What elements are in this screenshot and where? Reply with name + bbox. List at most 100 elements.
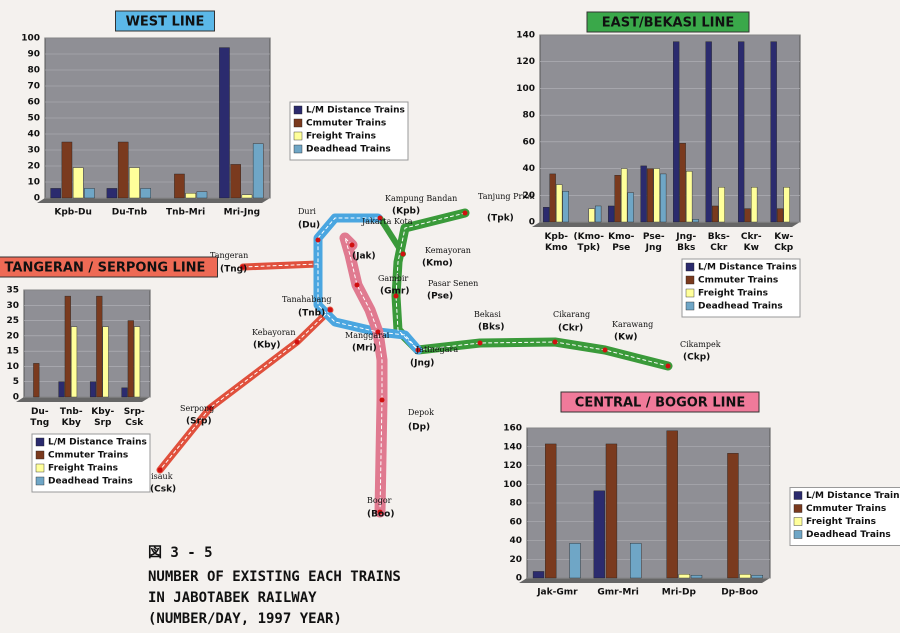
x-tick-label: (Kmo-Tpk)	[574, 232, 605, 253]
legend-swatch	[793, 530, 803, 539]
station-dot	[665, 363, 671, 369]
bar	[89, 381, 97, 398]
station-code: (Ckr)	[558, 324, 583, 334]
title-box	[560, 391, 760, 413]
bar	[117, 141, 129, 199]
station-name: Kebayoran	[252, 328, 295, 337]
legend-swatch	[793, 491, 803, 500]
x-tick-label: Du-Tnb	[112, 208, 148, 218]
station-code: (Tnb)	[298, 309, 325, 319]
bar	[777, 208, 784, 223]
plot-floor	[519, 578, 770, 583]
bar	[252, 143, 264, 199]
x-tick-label: Srp-Csk	[124, 407, 145, 428]
x-tick-label: Kpb-Kmo	[544, 232, 568, 253]
station-code: (Ckp)	[683, 353, 710, 363]
caption-line: NUMBER OF EXISTING EACH TRAINS	[148, 569, 401, 585]
blue-line	[313, 213, 423, 355]
bar	[712, 205, 719, 223]
station-name: Bekasi	[474, 310, 501, 319]
station-code: (Jak)	[352, 252, 376, 262]
station-name: Jatinegara	[415, 345, 458, 354]
legend-label: Cmmuter Trains	[306, 119, 386, 129]
legend-box	[31, 433, 151, 493]
y-tick-label: 100	[503, 480, 522, 490]
station-dot	[552, 339, 558, 345]
x-tick-label: Bks-Ckr	[708, 232, 730, 253]
bar	[678, 574, 691, 579]
bar	[121, 387, 128, 398]
legend-swatch	[35, 437, 45, 447]
station-dot	[294, 339, 300, 345]
bar	[96, 295, 103, 398]
x-tick-label: Mri-Dp	[662, 588, 697, 598]
station-dot	[157, 467, 163, 473]
x-tick-label: Dp-Boo	[721, 588, 758, 598]
bar	[660, 173, 667, 223]
y-tick-label: 30	[6, 301, 19, 311]
y-tick-label: 80	[27, 66, 40, 76]
bar-chart: EAST/BEKASI LINE 0 20 40 60 80 100 120 140 Kpb-Km…	[516, 11, 801, 318]
legend-label: Freight Trains	[698, 289, 768, 299]
track-dashes	[159, 212, 669, 513]
station-code: (Gmr)	[380, 287, 409, 297]
station-name: Tanahabang	[282, 295, 332, 304]
y-tick-label: 50	[27, 114, 40, 124]
station-name: Manggarai	[345, 331, 390, 340]
y-tick-label: 80	[509, 499, 522, 509]
x-tick-label: Kby-Srp	[91, 407, 114, 428]
legend-swatch	[685, 275, 695, 285]
y-tick-label: 20	[509, 555, 522, 565]
x-tick-label: Tnb-Mri	[166, 208, 205, 218]
legend-label: Freight Trains	[806, 517, 876, 527]
station-dot	[379, 397, 385, 403]
station-code: (Du)	[298, 221, 320, 231]
bar-chart: WEST LINE 0 10 20 30 40 50 60 70 80 90 100 Kpb-Du Du-…	[21, 10, 409, 218]
legend-box	[681, 258, 801, 318]
station-name: Gambir	[378, 274, 408, 283]
y-tick-label: 120	[516, 57, 535, 67]
title-box	[115, 10, 215, 32]
y-tick-label: 25	[6, 316, 19, 326]
bar	[543, 207, 550, 223]
caption-line: IN JABOTABEK RAILWAY	[148, 590, 317, 606]
station-dot	[354, 282, 360, 288]
plot-floor	[532, 222, 800, 227]
bar	[640, 165, 647, 223]
station-code: (Csk)	[150, 485, 176, 495]
chart-title: CENTRAL / BOGOR LINE	[575, 396, 745, 411]
bar	[770, 41, 777, 223]
y-tick-label: 40	[509, 536, 522, 546]
bar	[174, 173, 185, 199]
bar	[50, 188, 61, 199]
bar	[106, 188, 118, 199]
figure-number: 図 3 - 5	[148, 545, 213, 561]
x-tick-label: Du-Tng	[30, 407, 49, 428]
x-tick-label: Jng-Bks	[675, 232, 696, 253]
station-dot	[393, 293, 399, 299]
station-name: Pasar Senen	[428, 279, 478, 288]
bar	[129, 167, 140, 199]
legend-label: L/M Distance Trains	[698, 263, 797, 273]
bar	[58, 381, 65, 398]
y-tick-label: 30	[27, 146, 40, 156]
legend-swatch	[293, 118, 303, 128]
bar	[549, 173, 556, 223]
y-tick-label: 0	[529, 218, 535, 228]
station-code: (Srp)	[186, 417, 212, 427]
bar	[751, 187, 758, 223]
station-code: (Jng)	[410, 359, 434, 369]
x-tick-label: Pse-Jng	[643, 232, 665, 253]
y-tick-label: 60	[509, 517, 522, 527]
pink-line	[339, 232, 388, 518]
bar	[690, 574, 703, 579]
legend-label: L/M Distance Trains	[48, 438, 147, 448]
bar	[556, 184, 563, 223]
legend-label: L/M Distance Trains	[806, 491, 900, 501]
y-tick-label: 5	[13, 377, 19, 387]
bar	[666, 430, 678, 579]
bar	[545, 443, 557, 579]
rail-map	[156, 208, 673, 518]
y-tick-label: 20	[27, 162, 40, 172]
